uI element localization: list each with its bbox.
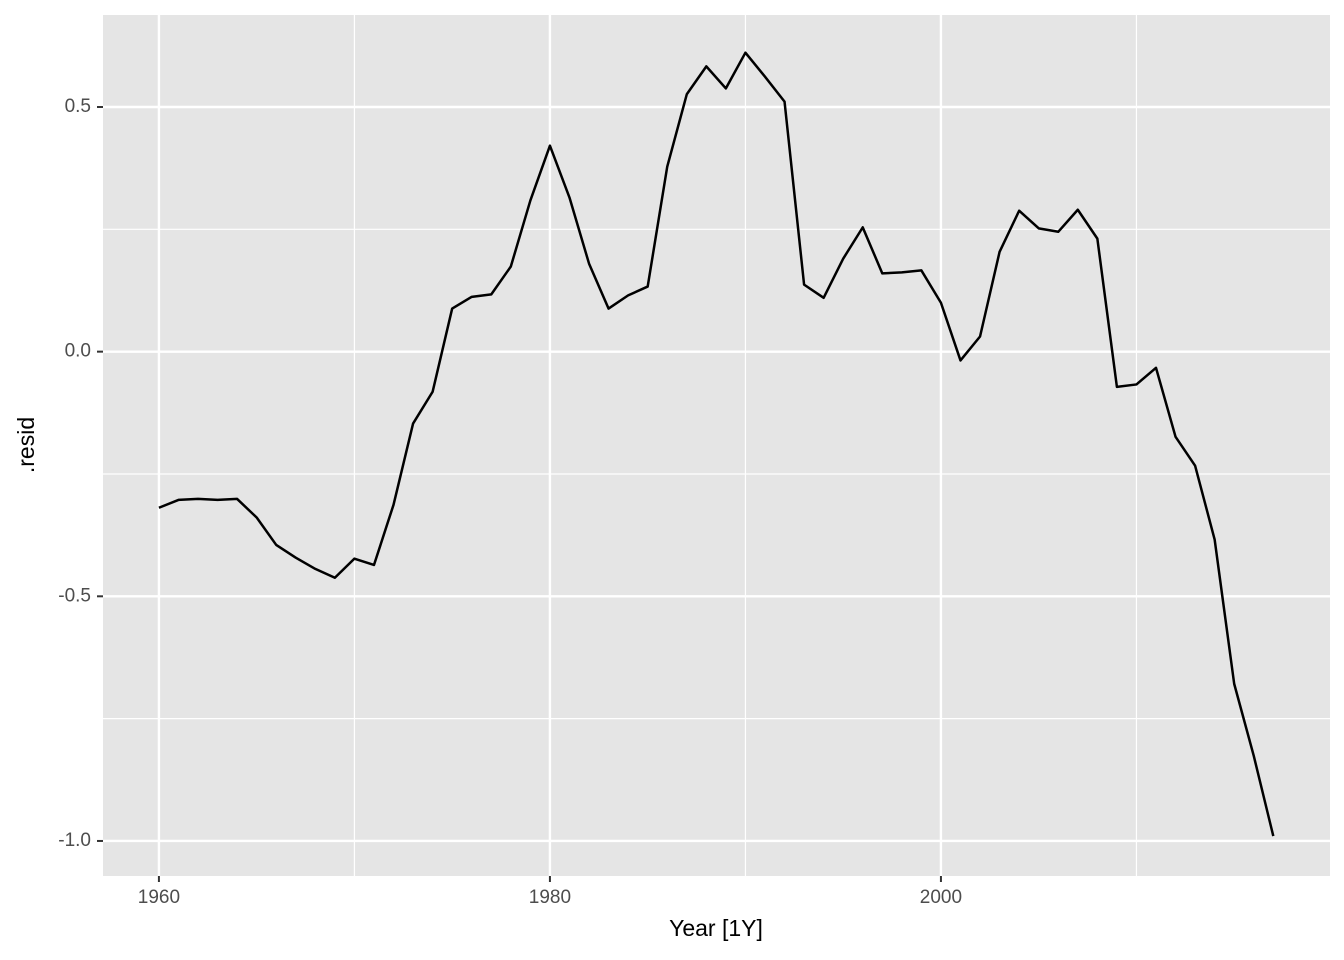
y-tick-label: 0.0 xyxy=(65,341,91,362)
y-axis-title: .resid xyxy=(13,417,39,473)
y-tick-label: -0.5 xyxy=(58,585,91,606)
x-tick-label: 1980 xyxy=(529,887,571,908)
marks xyxy=(158,51,1275,837)
data-line xyxy=(158,51,1275,837)
y-tick-label: -1.0 xyxy=(58,830,91,851)
x-tick-label: 2000 xyxy=(920,887,962,908)
panel xyxy=(103,15,1330,876)
x-tick-label: 1960 xyxy=(138,887,180,908)
x-axis-title: Year [1Y] xyxy=(669,915,763,941)
y-tick-label: 0.5 xyxy=(65,96,91,117)
grid xyxy=(103,15,1330,876)
